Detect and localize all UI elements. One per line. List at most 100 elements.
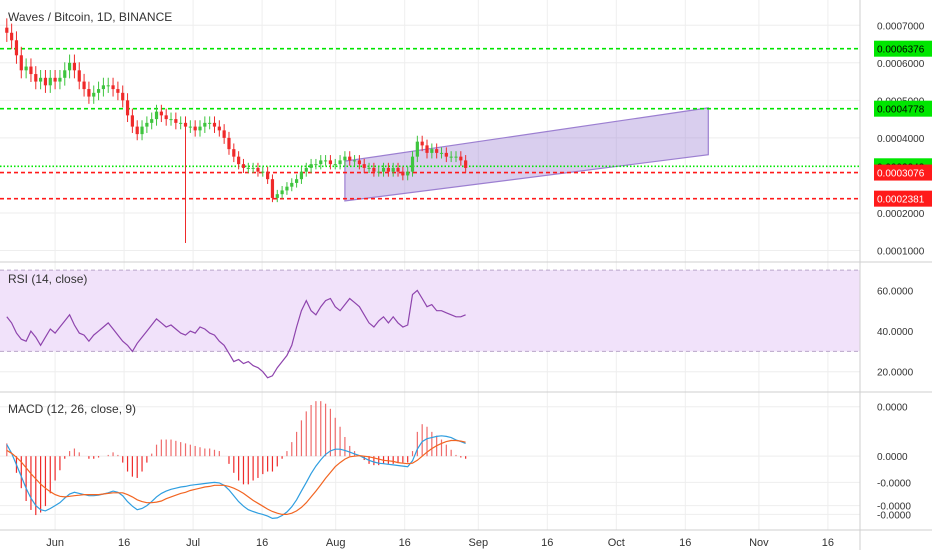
x-tick-label: Jul [186, 537, 200, 549]
candle-body [386, 167, 390, 172]
candle-body [420, 141, 424, 146]
candle-body [125, 100, 130, 116]
level-price-tags: 0.00063760.00047780.00032430.00030760.00… [874, 40, 932, 207]
candle-body [179, 122, 183, 124]
x-tick-label: 16 [399, 537, 411, 549]
candle-body [121, 92, 125, 101]
candle-body [5, 27, 9, 33]
price-tick-label: 0.0002000 [877, 209, 925, 220]
macd-tick-label: 0.0000 [877, 403, 908, 414]
rsi-title: RSI (14, close) [8, 272, 87, 286]
rsi-series [6, 289, 466, 379]
candle-body [227, 137, 231, 150]
candle-body [377, 171, 381, 173]
price-channel [344, 107, 709, 202]
x-tick-label: Sep [469, 537, 489, 549]
price-title: Waves / Bitcoin, 1D, BINANCE [8, 10, 172, 24]
candle-body [290, 182, 294, 187]
candle-body [396, 167, 400, 172]
rsi-tick-label: 20.0000 [877, 368, 914, 379]
x-tick-label: 16 [679, 537, 691, 549]
y-axis-labels: 0.00070000.00060000.00050000.00040000.00… [877, 21, 925, 521]
candle-body [256, 167, 260, 172]
level-tag [874, 164, 932, 181]
price-tick-label: 0.0004000 [877, 134, 925, 145]
candle-body [222, 130, 226, 138]
candle-body [159, 111, 163, 116]
macd-title: MACD (12, 26, close, 9) [8, 402, 136, 416]
candle-body [261, 171, 265, 173]
candle-body [270, 179, 275, 198]
candle-body [338, 160, 342, 165]
candle-body [169, 119, 173, 121]
level-tag [874, 100, 932, 117]
candle-body [367, 167, 371, 169]
candle-body [203, 122, 207, 127]
channel-fill [344, 107, 709, 202]
candle-body [251, 167, 255, 169]
candle-body [92, 92, 96, 97]
candle-body [444, 152, 448, 157]
macd-series [6, 435, 466, 520]
candle-body [319, 160, 323, 165]
candle-body [63, 70, 67, 78]
candle-body [174, 119, 178, 123]
candle-body [53, 77, 57, 82]
candle-body [67, 62, 72, 71]
candle-body [246, 167, 250, 169]
macd-tick-label: 0.0000 [877, 452, 908, 463]
candle-body [372, 167, 376, 172]
candle-body [415, 141, 419, 157]
candle-body [34, 74, 38, 82]
rsi-band [0, 269, 860, 352]
candle-body [217, 126, 221, 131]
horizontal-levels [0, 47, 860, 200]
candle-body [212, 122, 217, 127]
candle-body [348, 156, 352, 161]
candle-body [285, 186, 289, 191]
candle-body [193, 126, 197, 131]
candle-body [19, 55, 23, 71]
candle-body [241, 164, 246, 168]
candle-body [48, 77, 52, 86]
candle-body [145, 122, 149, 127]
candle-body [82, 81, 86, 90]
candle-body [357, 160, 361, 165]
level-tag-label: 0.0006376 [877, 45, 925, 56]
candle-body [106, 85, 110, 87]
candle-body [323, 160, 328, 162]
candle-body [275, 194, 279, 198]
candle-body [150, 119, 154, 123]
candle-body [391, 167, 395, 172]
candle-body [464, 160, 468, 168]
candle-body [58, 77, 62, 82]
level-tag-label: 0.0004778 [877, 105, 925, 116]
candlestick-series [5, 18, 468, 243]
candle-body [454, 156, 458, 158]
candle-body [140, 126, 144, 135]
rsi-band-fill [0, 270, 860, 352]
candle-body [101, 85, 105, 90]
candle-body [29, 66, 33, 75]
candle-body [314, 164, 318, 166]
price-tick-label: 0.0007000 [877, 21, 925, 32]
candle-body [135, 126, 139, 135]
price-tick-label: 0.0001000 [877, 246, 925, 257]
candle-body [96, 89, 101, 93]
x-tick-label: 16 [541, 537, 553, 549]
candle-body [198, 126, 202, 131]
candle-body [164, 115, 168, 120]
candle-body [406, 171, 410, 176]
rsi-line [6, 289, 466, 379]
x-axis: Jun 16 Jul 16 Aug 16 Sep 16 Oct 16 Nov 16 [46, 537, 834, 549]
level-tag [874, 190, 932, 207]
level-tag-label: 0.0002381 [877, 195, 925, 206]
candle-body [328, 160, 333, 165]
candle-body [362, 164, 366, 168]
candle-body [43, 77, 48, 86]
grid-lines [0, 0, 860, 530]
x-tick-label: 16 [118, 537, 130, 549]
candle-body [10, 32, 14, 41]
x-tick-label: Jun [46, 537, 64, 549]
